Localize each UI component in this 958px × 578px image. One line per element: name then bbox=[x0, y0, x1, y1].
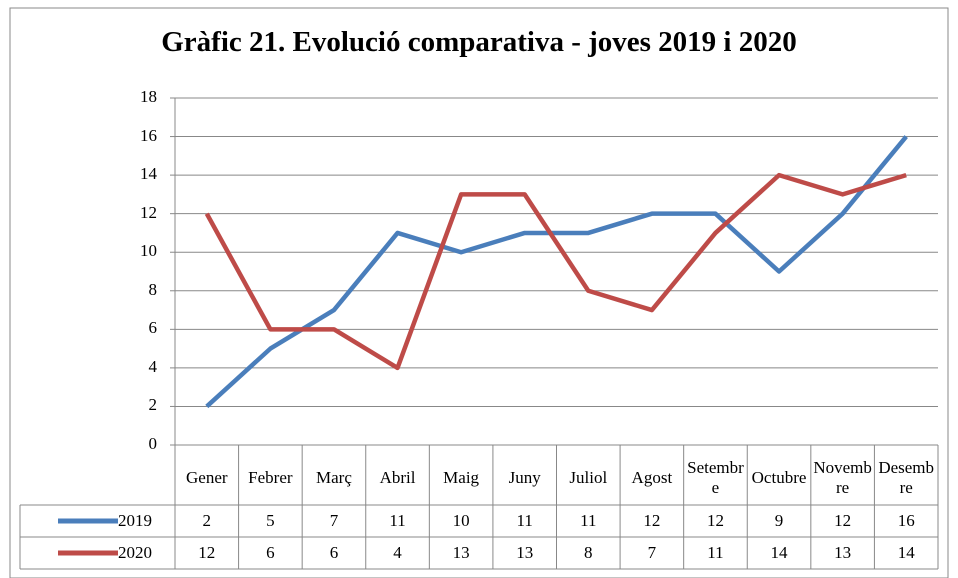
x-tick-label: Març bbox=[316, 468, 352, 487]
x-tick-label: Setembre bbox=[687, 458, 744, 497]
table-value: 12 bbox=[643, 511, 661, 530]
x-tick-label: Desembre bbox=[878, 458, 935, 497]
table-value: 12 bbox=[834, 511, 852, 530]
y-tick-label: 10 bbox=[140, 241, 157, 261]
x-tick-label: Juliol bbox=[569, 468, 608, 487]
table-value: 6 bbox=[266, 543, 275, 562]
y-tick-label: 2 bbox=[148, 395, 158, 415]
table-value: 11 bbox=[389, 511, 406, 530]
legend-label: 2019 bbox=[118, 511, 152, 530]
x-tick-label: Octubre bbox=[751, 468, 807, 487]
table-value: 10 bbox=[452, 511, 470, 530]
y-tick-label: 6 bbox=[148, 318, 158, 338]
table-value: 7 bbox=[329, 511, 339, 530]
table-value: 12 bbox=[706, 511, 724, 530]
y-tick-label: 12 bbox=[140, 202, 157, 222]
table-value: 2 bbox=[202, 511, 212, 530]
x-tick-label: Novembre bbox=[813, 458, 872, 497]
y-tick-label: 16 bbox=[140, 125, 157, 145]
y-tick-label: 8 bbox=[148, 279, 158, 299]
table-value: 13 bbox=[834, 543, 852, 562]
x-tick-label: Agost bbox=[631, 468, 673, 487]
table-value: 6 bbox=[329, 543, 339, 562]
x-tick-label: Juny bbox=[508, 468, 541, 487]
x-tick-label: Gener bbox=[186, 468, 228, 487]
table-value: 13 bbox=[452, 543, 470, 562]
chart-border bbox=[9, 7, 949, 578]
table-value: 8 bbox=[584, 543, 593, 562]
series-line bbox=[205, 135, 908, 409]
x-tick-label: Abril bbox=[379, 468, 416, 487]
x-tick-label: Febrer bbox=[248, 468, 293, 487]
y-tick-label: 14 bbox=[140, 164, 157, 184]
y-tick-label: 18 bbox=[140, 87, 157, 106]
y-tick-label: 4 bbox=[148, 356, 158, 376]
table-value: 12 bbox=[198, 543, 216, 562]
table-value: 5 bbox=[266, 511, 275, 530]
table-value: 4 bbox=[393, 543, 402, 562]
series-line bbox=[204, 172, 907, 371]
table-value: 13 bbox=[516, 543, 534, 562]
table-value: 14 bbox=[770, 543, 788, 562]
table-value: 14 bbox=[897, 543, 915, 562]
x-tick-label: Maig bbox=[443, 468, 480, 487]
table-value: 7 bbox=[647, 543, 657, 562]
legend-label: 2020 bbox=[118, 543, 152, 562]
chart-title: Gràfic 21. Evolució comparativa - joves … bbox=[161, 26, 797, 58]
table-value: 11 bbox=[516, 511, 533, 530]
y-tick-label: 0 bbox=[148, 434, 158, 453]
table-value: 9 bbox=[774, 511, 784, 530]
table-value: 11 bbox=[580, 511, 597, 530]
table-value: 16 bbox=[897, 511, 915, 530]
table-value: 11 bbox=[707, 543, 724, 562]
